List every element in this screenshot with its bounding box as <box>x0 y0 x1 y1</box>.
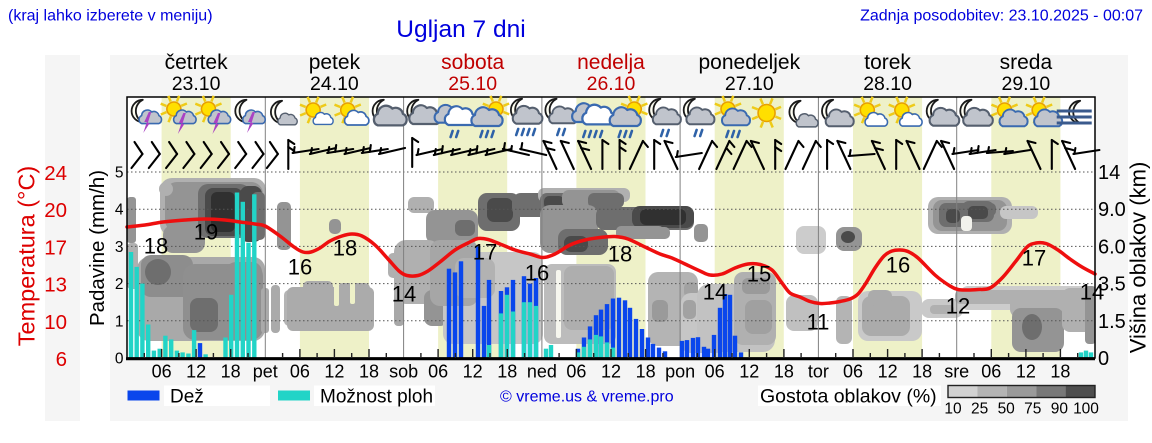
svg-text:5: 5 <box>115 165 124 182</box>
svg-text:06: 06 <box>843 362 863 382</box>
svg-text:18: 18 <box>144 234 168 259</box>
svg-text:06: 06 <box>981 362 1001 382</box>
svg-text:3: 3 <box>115 239 124 256</box>
svg-text:18: 18 <box>774 362 794 382</box>
svg-text:50: 50 <box>998 401 1016 418</box>
svg-text:14: 14 <box>703 280 727 305</box>
svg-text:18: 18 <box>359 362 379 382</box>
svg-text:3.5: 3.5 <box>1098 274 1126 296</box>
svg-text:pet: pet <box>253 362 278 382</box>
svg-text:10: 10 <box>44 311 67 334</box>
svg-text:ponedeljek: ponedeljek <box>699 51 801 74</box>
svg-text:14: 14 <box>1080 280 1104 305</box>
svg-text:18: 18 <box>497 362 517 382</box>
svg-text:12: 12 <box>878 362 898 382</box>
svg-text:17: 17 <box>473 240 497 265</box>
svg-text:06: 06 <box>428 362 448 382</box>
svg-text:14: 14 <box>1098 162 1120 184</box>
svg-text:12: 12 <box>601 362 621 382</box>
svg-text:17: 17 <box>1022 246 1046 271</box>
svg-text:Dež: Dež <box>170 387 204 408</box>
svg-text:18: 18 <box>912 362 932 382</box>
svg-text:16: 16 <box>886 253 910 278</box>
svg-text:sre: sre <box>944 362 969 382</box>
svg-text:100: 100 <box>1073 401 1099 418</box>
svg-text:18: 18 <box>608 242 632 267</box>
svg-text:Ugljan 7 dni: Ugljan 7 dni <box>396 16 525 43</box>
svg-text:18: 18 <box>1050 362 1070 382</box>
svg-text:18: 18 <box>333 236 357 261</box>
svg-text:6.0: 6.0 <box>1098 236 1126 258</box>
svg-text:26.10: 26.10 <box>587 73 636 95</box>
svg-text:(kraj lahko izberete v meniju): (kraj lahko izberete v meniju) <box>8 8 213 25</box>
svg-text:0: 0 <box>1098 348 1109 370</box>
svg-text:15: 15 <box>747 262 771 287</box>
svg-text:24.10: 24.10 <box>310 73 359 95</box>
svg-text:0: 0 <box>115 351 124 368</box>
svg-text:18: 18 <box>636 362 656 382</box>
svg-text:9.0: 9.0 <box>1098 199 1126 221</box>
svg-text:Gostota oblakov (%): Gostota oblakov (%) <box>760 386 937 408</box>
svg-text:ned: ned <box>527 362 557 382</box>
svg-text:13: 13 <box>44 274 67 297</box>
svg-text:14: 14 <box>392 282 416 307</box>
svg-text:06: 06 <box>566 362 586 382</box>
svg-text:2: 2 <box>115 276 124 293</box>
svg-text:12: 12 <box>324 362 344 382</box>
svg-text:sob: sob <box>389 362 418 382</box>
svg-text:20: 20 <box>44 199 67 222</box>
svg-text:Temperatura (°C): Temperatura (°C) <box>14 166 40 346</box>
svg-text:12: 12 <box>946 294 970 319</box>
svg-text:23.10: 23.10 <box>172 73 221 95</box>
svg-text:12: 12 <box>739 362 759 382</box>
svg-text:pon: pon <box>665 362 695 382</box>
svg-text:četrtek: četrtek <box>165 51 229 74</box>
svg-text:27.10: 27.10 <box>725 73 774 95</box>
svg-text:© vreme.us & vreme.pro: © vreme.us & vreme.pro <box>500 389 674 406</box>
svg-text:17: 17 <box>44 236 67 259</box>
svg-text:1.5: 1.5 <box>1098 311 1126 333</box>
svg-text:24: 24 <box>44 162 67 185</box>
svg-text:06: 06 <box>152 362 172 382</box>
svg-text:petek: petek <box>309 51 361 74</box>
svg-text:16: 16 <box>525 261 549 286</box>
svg-text:90: 90 <box>1051 401 1069 418</box>
svg-text:sobota: sobota <box>441 51 504 74</box>
svg-text:sreda: sreda <box>1000 51 1053 74</box>
svg-text:Možnost ploh: Možnost ploh <box>320 387 433 408</box>
svg-text:tor: tor <box>808 362 829 382</box>
svg-text:nedelja: nedelja <box>577 51 645 74</box>
svg-text:torek: torek <box>864 51 911 74</box>
svg-text:75: 75 <box>1024 401 1041 418</box>
svg-text:16: 16 <box>288 255 312 280</box>
svg-text:12: 12 <box>463 362 483 382</box>
svg-text:Višina oblakov (km): Višina oblakov (km) <box>1126 162 1151 354</box>
svg-text:06: 06 <box>290 362 310 382</box>
svg-text:4: 4 <box>115 202 124 219</box>
svg-text:25: 25 <box>971 401 988 418</box>
svg-text:25.10: 25.10 <box>448 73 497 95</box>
svg-text:28.10: 28.10 <box>863 73 912 95</box>
svg-text:Padavine (mm/h): Padavine (mm/h) <box>86 170 109 326</box>
svg-text:10: 10 <box>944 401 962 418</box>
svg-text:18: 18 <box>221 362 241 382</box>
svg-text:12: 12 <box>1016 362 1036 382</box>
svg-text:19: 19 <box>194 220 218 245</box>
svg-text:29.10: 29.10 <box>1001 73 1050 95</box>
svg-text:06: 06 <box>705 362 725 382</box>
svg-text:1: 1 <box>115 313 124 330</box>
svg-text:11: 11 <box>807 310 830 335</box>
svg-text:12: 12 <box>186 362 206 382</box>
svg-text:Zadnja posodobitev: 23.10.2025: Zadnja posodobitev: 23.10.2025 - 00:07 <box>860 8 1143 25</box>
svg-text:6: 6 <box>56 348 67 371</box>
